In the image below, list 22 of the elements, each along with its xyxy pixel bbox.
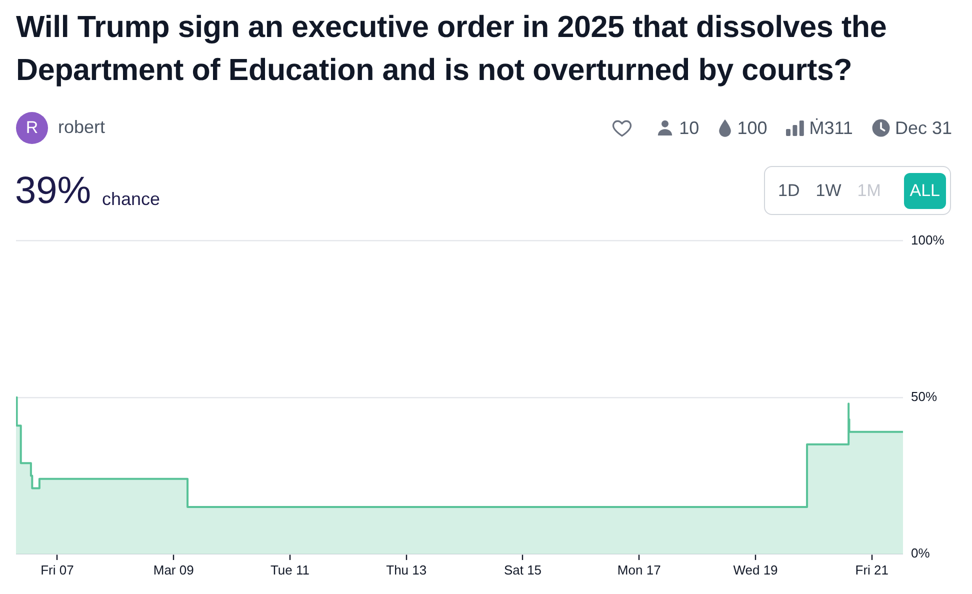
text: 39% [15, 170, 92, 213]
x-tick-label: Thu 13 [386, 562, 427, 578]
avatar-circle: R [16, 112, 48, 144]
x-tick-label: Mon 17 [617, 562, 661, 578]
time-range-toggle: 1D 1W 1M ALL [764, 166, 951, 215]
x-tick-label: Fri 07 [40, 562, 74, 578]
text: 100 [737, 118, 768, 138]
x-tick-label: Wed 19 [733, 562, 778, 578]
x-tick-label: Fri 21 [855, 562, 888, 578]
text: Dec 31 [894, 118, 952, 138]
x-tick-label: Tue 11 [270, 562, 310, 578]
y-tick-label: 0% [911, 546, 930, 561]
chart-title: Will Trump sign an executive order in 2025 that dissolves the Department of Education and is not overturned by courts? [16, 9, 888, 89]
text: 10 [679, 118, 700, 138]
text: robert [58, 117, 106, 138]
x-tick-label: Mar 09 [153, 562, 194, 578]
x-tick-label: Sat 15 [504, 562, 542, 578]
y-tick-label: 50% [911, 388, 938, 404]
y-tick-label: 100% [911, 232, 945, 248]
selected-toggle-button: ALL [904, 172, 946, 208]
text: chance [102, 189, 160, 210]
text: Ṁ311 [809, 118, 853, 138]
